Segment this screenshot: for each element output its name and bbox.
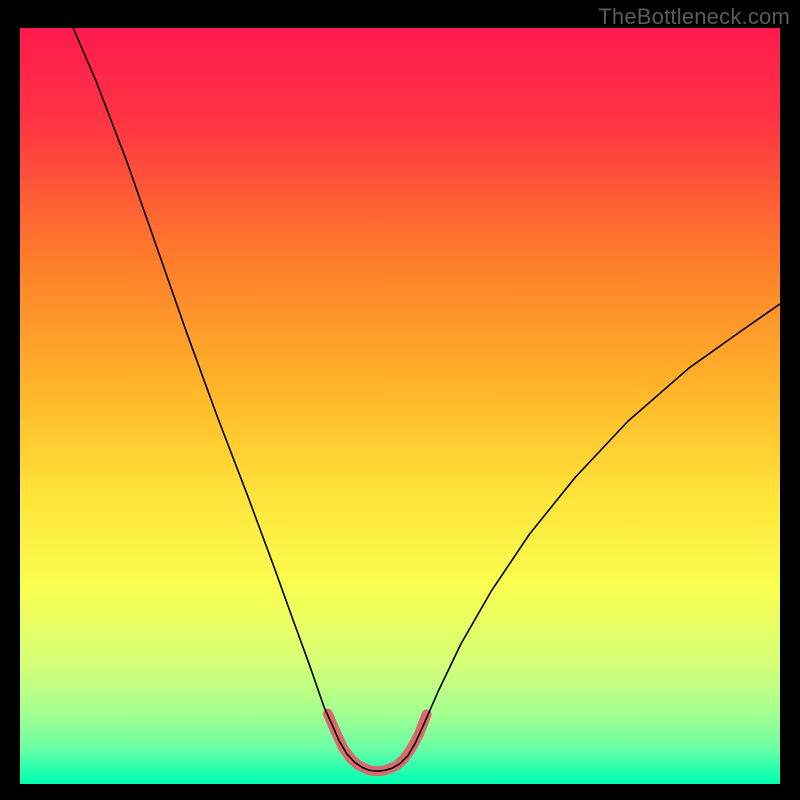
watermark-label: TheBottleneck.com	[598, 4, 790, 30]
curve-layer	[20, 28, 780, 784]
highlight-curve	[328, 714, 427, 771]
main-curve	[73, 28, 780, 771]
chart-frame: TheBottleneck.com	[0, 0, 800, 800]
plot-area	[20, 28, 780, 784]
